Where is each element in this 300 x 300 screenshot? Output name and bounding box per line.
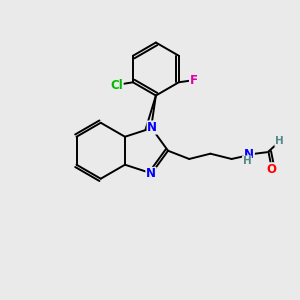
Text: Cl: Cl (110, 79, 123, 92)
Text: N: N (244, 148, 254, 161)
Text: O: O (266, 163, 276, 176)
Text: N: N (147, 121, 157, 134)
Text: H: H (243, 156, 251, 166)
Text: F: F (190, 74, 198, 87)
Text: N: N (146, 167, 156, 181)
Text: H: H (275, 136, 284, 146)
